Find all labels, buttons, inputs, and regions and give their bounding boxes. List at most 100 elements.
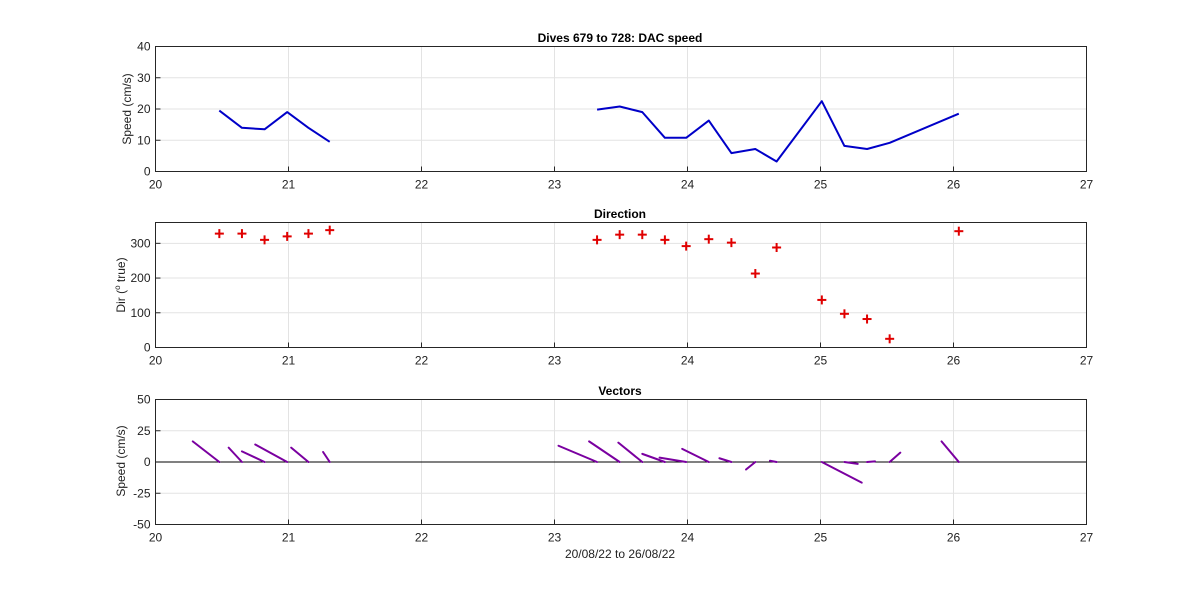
vectors-x-tick-label: 24 <box>681 531 695 545</box>
vectors-x-tick-label: 27 <box>1080 531 1094 545</box>
direction-x-tick-label: 20 <box>149 354 163 368</box>
speed-y-tick-label: 30 <box>137 71 151 85</box>
direction-marker <box>282 231 292 241</box>
direction-x-tick-label: 24 <box>681 354 695 368</box>
speed-x-tick-label: 25 <box>814 178 828 192</box>
speed-y-tick-label: 0 <box>144 165 151 179</box>
vector-segment <box>191 440 221 463</box>
direction-marker <box>954 226 964 236</box>
speed-x-tick-label: 23 <box>548 178 562 192</box>
vectors-segments <box>155 440 1087 484</box>
speed-y-tick-label: 10 <box>137 133 151 147</box>
vectors-tick-labels: 20 21 22 23 24 25 26 27 -50 -25 0 25 50 <box>133 393 1093 545</box>
vectors-panel: Vectors Speed (cm/s) 20 21 22 23 24 25 26 27 -50… <box>114 384 1093 545</box>
direction-x-tick-label: 26 <box>947 354 961 368</box>
vector-segment <box>843 461 859 465</box>
vector-segment <box>641 452 666 463</box>
vector-segment <box>718 457 733 463</box>
vector-segment <box>227 446 243 463</box>
direction-marker <box>817 295 827 305</box>
vector-segment <box>820 461 863 484</box>
vector-segment <box>658 456 688 463</box>
direction-marker <box>615 230 625 240</box>
speed-y-tick-label: 40 <box>137 40 151 54</box>
direction-marker <box>839 309 849 319</box>
direction-y-label-start: Dir ( <box>114 290 128 313</box>
direction-marker <box>862 314 872 324</box>
speed-x-tick-label: 26 <box>947 178 961 192</box>
direction-marker <box>704 234 714 244</box>
direction-marker <box>750 269 760 279</box>
direction-x-tick-label: 22 <box>415 354 429 368</box>
direction-y-tick-label: 300 <box>130 236 150 250</box>
vectors-y-tick-label: 25 <box>137 424 151 438</box>
vectors-x-tick-label: 23 <box>548 531 562 545</box>
direction-y-axis-label: Dir (o true) <box>113 257 128 312</box>
direction-panel-title: Direction <box>594 207 646 221</box>
vectors-x-tick-label: 22 <box>415 531 429 545</box>
vectors-panel-title: Vectors <box>598 384 642 398</box>
direction-x-tick-label: 27 <box>1080 354 1094 368</box>
speed-panel: Dives 679 to 728: DAC speed Speed (cm/s)… <box>120 31 1093 192</box>
direction-marker <box>660 235 670 245</box>
direction-y-label-degree: o <box>113 285 122 290</box>
speed-series-line-1 <box>218 109 331 143</box>
direction-marker <box>681 241 691 251</box>
vectors-axes-frame <box>155 399 1087 525</box>
direction-y-tick-label: 200 <box>130 271 150 285</box>
vectors-y-tick-label: 0 <box>144 455 151 469</box>
speed-y-tick-label: 20 <box>137 102 151 116</box>
direction-marker <box>260 235 270 245</box>
speed-axes-frame <box>155 46 1087 172</box>
direction-markers <box>214 225 964 344</box>
direction-marker <box>303 229 313 239</box>
vector-segment <box>745 461 757 471</box>
vectors-y-tick-label: -25 <box>133 486 151 500</box>
figure-x-axis-label: 20/08/22 to 26/08/22 <box>565 547 675 561</box>
direction-tick-labels: 20 21 22 23 24 25 26 27 0 100 200 300 <box>130 236 1093 367</box>
speed-x-tick-label: 24 <box>681 178 695 192</box>
vector-segment <box>290 446 310 463</box>
vector-segment <box>681 447 710 463</box>
vectors-y-tick-label: 50 <box>137 393 151 407</box>
direction-marker <box>592 235 602 245</box>
direction-marker <box>637 230 647 240</box>
speed-gridlines <box>155 46 1087 172</box>
direction-gridlines <box>155 222 1087 348</box>
vector-segment <box>940 440 960 463</box>
speed-x-tick-label: 21 <box>282 178 296 192</box>
vector-segment <box>557 444 599 463</box>
vector-segment <box>254 443 289 463</box>
direction-y-tick-label: 0 <box>144 341 151 355</box>
direction-panel: Direction Dir (o true) 20 21 22 23 24 25 26 27 0… <box>113 207 1093 368</box>
speed-x-tick-label: 27 <box>1080 178 1094 192</box>
direction-marker <box>325 225 335 235</box>
direction-axes-frame <box>155 222 1087 348</box>
direction-x-tick-label: 23 <box>548 354 562 368</box>
vector-segment <box>866 460 877 463</box>
speed-x-tick-label: 22 <box>415 178 429 192</box>
vector-segment <box>617 441 644 463</box>
direction-y-label-end: true) <box>114 257 128 285</box>
direction-marker <box>237 229 247 239</box>
vector-segment <box>768 459 778 463</box>
direction-marker <box>214 229 224 239</box>
direction-marker <box>726 238 736 248</box>
speed-series <box>218 100 960 163</box>
direction-x-tick-label: 25 <box>814 354 828 368</box>
vector-segment <box>322 451 331 463</box>
vector-segment <box>240 450 266 463</box>
vectors-y-axis-label: Speed (cm/s) <box>114 425 128 496</box>
speed-panel-title: Dives 679 to 728: DAC speed <box>538 31 703 45</box>
speed-series-line-2 <box>596 100 960 163</box>
direction-y-tick-label: 100 <box>130 306 150 320</box>
vectors-x-tick-label: 21 <box>282 531 296 545</box>
vector-segment <box>588 440 621 463</box>
speed-y-axis-label: Speed (cm/s) <box>120 73 134 144</box>
speed-x-tick-label: 20 <box>149 178 163 192</box>
vectors-x-tick-label: 25 <box>814 531 828 545</box>
vectors-y-tick-label: -50 <box>133 518 151 532</box>
vectors-x-tick-label: 20 <box>149 531 163 545</box>
direction-marker <box>772 243 782 252</box>
